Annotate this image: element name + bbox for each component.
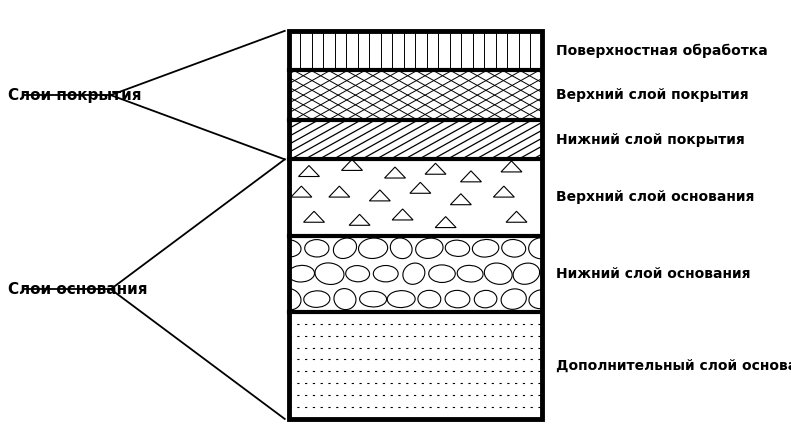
Polygon shape: [384, 167, 406, 178]
Polygon shape: [298, 165, 320, 176]
Polygon shape: [304, 211, 324, 222]
Ellipse shape: [513, 263, 539, 284]
Ellipse shape: [529, 289, 554, 309]
Text: Верхний слой покрытия: Верхний слой покрытия: [556, 88, 749, 102]
Ellipse shape: [418, 290, 441, 308]
Ellipse shape: [288, 265, 315, 282]
Polygon shape: [342, 160, 362, 170]
Bar: [289, 120, 542, 159]
Ellipse shape: [472, 239, 499, 257]
Polygon shape: [425, 163, 446, 174]
Polygon shape: [460, 171, 482, 182]
Ellipse shape: [501, 239, 526, 257]
Ellipse shape: [501, 289, 526, 309]
Polygon shape: [392, 209, 413, 220]
Ellipse shape: [315, 263, 344, 284]
Polygon shape: [494, 186, 514, 197]
Ellipse shape: [390, 238, 412, 258]
Ellipse shape: [304, 291, 330, 307]
Polygon shape: [329, 186, 350, 197]
Bar: [289, 31, 542, 419]
Text: Нижний слой покрытия: Нижний слой покрытия: [556, 133, 745, 147]
Polygon shape: [410, 182, 431, 193]
Bar: [289, 159, 542, 235]
Ellipse shape: [373, 265, 398, 282]
Bar: [289, 235, 542, 312]
Polygon shape: [506, 211, 527, 222]
Bar: [289, 312, 542, 419]
Ellipse shape: [429, 265, 456, 283]
Polygon shape: [349, 214, 370, 225]
Bar: [289, 70, 542, 120]
Polygon shape: [369, 190, 390, 201]
Ellipse shape: [457, 265, 483, 282]
Bar: [289, 31, 542, 70]
Ellipse shape: [543, 266, 566, 282]
Ellipse shape: [360, 291, 387, 307]
Polygon shape: [450, 194, 471, 205]
Ellipse shape: [528, 238, 555, 259]
Ellipse shape: [276, 239, 301, 257]
Ellipse shape: [358, 238, 388, 258]
Text: Верхний слой основания: Верхний слой основания: [556, 191, 755, 205]
Ellipse shape: [415, 238, 443, 258]
Text: Нижний слой основания: Нижний слой основания: [556, 267, 751, 280]
Ellipse shape: [475, 290, 497, 308]
Polygon shape: [291, 186, 312, 197]
Ellipse shape: [445, 290, 470, 308]
Polygon shape: [435, 217, 456, 228]
Text: Слои покрытия: Слои покрытия: [8, 88, 142, 103]
Ellipse shape: [388, 291, 415, 307]
Ellipse shape: [334, 288, 356, 310]
Bar: [289, 70, 542, 120]
Ellipse shape: [484, 263, 512, 284]
Text: Дополнительный слой основания: Дополнительный слой основания: [556, 359, 791, 372]
Ellipse shape: [276, 288, 301, 310]
Ellipse shape: [305, 239, 329, 257]
Ellipse shape: [333, 238, 357, 258]
Ellipse shape: [403, 263, 425, 284]
Bar: [289, 120, 542, 159]
Ellipse shape: [445, 240, 470, 256]
Bar: [289, 235, 542, 312]
Bar: [289, 31, 542, 70]
Bar: [289, 312, 542, 419]
Bar: [289, 159, 542, 235]
Text: Слои основания: Слои основания: [8, 282, 147, 297]
Ellipse shape: [346, 265, 369, 282]
Text: Поверхностная обработка: Поверхностная обработка: [556, 43, 768, 58]
Polygon shape: [501, 161, 522, 172]
